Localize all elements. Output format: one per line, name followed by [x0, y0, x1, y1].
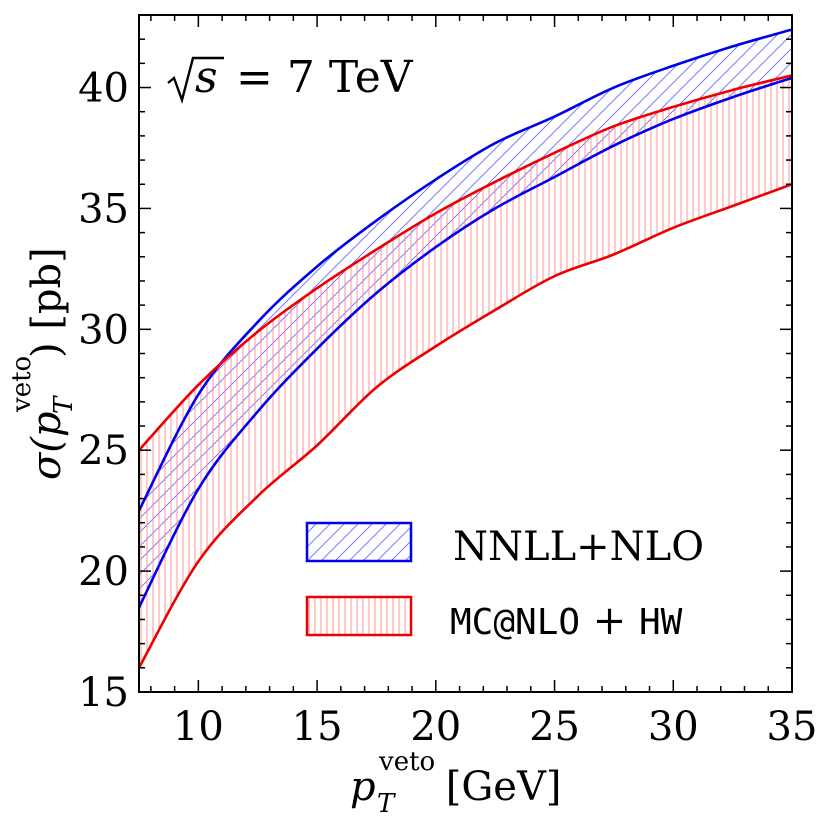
line-mcatnlo-upper [139, 74, 792, 452]
y-title-sup: veto [7, 356, 37, 413]
axis-ticks [139, 14, 793, 693]
y-tick-label: 15 [78, 670, 129, 716]
legend-mono-mc: MC@NLO [450, 602, 580, 643]
band-nnll [139, 29, 792, 608]
legend: NNLL+NLO MC@NLO + HW [305, 521, 704, 644]
y-tick-label: 35 [78, 186, 129, 232]
x-tick-label: 35 [767, 704, 818, 750]
legend-label-mcatnlo: MC@NLO + HW [450, 598, 683, 644]
y-axis-title: σ(p T veto ) [pb] [7, 247, 79, 480]
legend-swatch-mcatnlo [305, 595, 413, 637]
y-tick-labels: 15 20 25 30 35 40 [78, 66, 129, 716]
y-title-rest: ) [pb] [24, 247, 70, 358]
y-tick-label: 40 [78, 66, 129, 112]
x-title-unit: [GeV] [433, 764, 561, 810]
x-title-sub: T [377, 789, 396, 819]
y-tick-label: 30 [78, 307, 129, 353]
energy-annotation: s = 7 TeV [167, 52, 414, 105]
annotation-var: s [195, 52, 218, 103]
band-mcatnlo [139, 75, 792, 668]
line-mcatnlo-lower [139, 183, 792, 669]
x-title-main: p [350, 764, 376, 810]
x-axis-title: p T veto [GeV] [350, 747, 561, 819]
annotation-text: = 7 TeV [222, 52, 414, 103]
data-lines [139, 28, 792, 669]
x-tick-labels: 10 15 20 25 30 35 [173, 704, 818, 750]
x-tick-label: 10 [173, 704, 224, 750]
y-title-sub: T [49, 395, 79, 414]
legend-label-nnll: NNLL+NLO [453, 524, 704, 570]
x-tick-label: 25 [529, 704, 580, 750]
legend-mono-hw: HW [639, 602, 683, 643]
x-tick-label: 20 [410, 704, 461, 750]
y-tick-label: 20 [78, 549, 129, 595]
line-nnll-upper [139, 28, 792, 512]
x-title-sup: veto [378, 747, 435, 777]
data-bands [139, 29, 792, 668]
sqrt-radical [167, 56, 224, 105]
y-title-main: σ(p [24, 411, 70, 480]
y-tick-label: 25 [78, 428, 129, 474]
x-tick-label: 30 [648, 704, 699, 750]
line-nnll-lower [139, 76, 792, 608]
x-tick-label: 15 [292, 704, 343, 750]
legend-swatch-nnll [305, 521, 413, 563]
legend-plus: + [580, 598, 639, 644]
